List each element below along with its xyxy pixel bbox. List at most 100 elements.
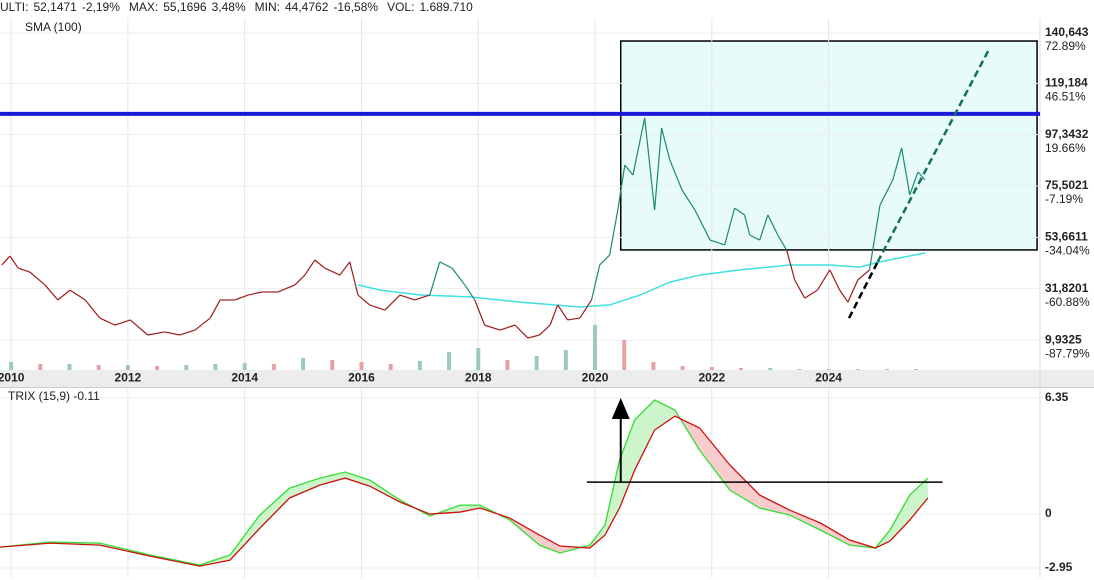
- price-segment: [829, 269, 841, 291]
- volume-bar: [855, 369, 860, 370]
- header-label: VOL:: [387, 0, 414, 14]
- price-segment: [567, 317, 580, 321]
- volume-bar: [826, 369, 831, 370]
- y2-tick-label: 19.66%: [1045, 141, 1086, 155]
- trix-fill: [539, 535, 560, 553]
- price-segment: [549, 304, 559, 326]
- price-segment: [114, 319, 131, 326]
- price-segment: [277, 284, 296, 293]
- price-segment: [539, 324, 551, 336]
- trix-fill: [259, 488, 290, 529]
- price-segment: [484, 324, 501, 331]
- header-change: -16,58%: [333, 0, 378, 14]
- y-tick-label: 6.35: [1045, 390, 1069, 404]
- price-segment: [339, 261, 351, 276]
- price-segment: [248, 291, 263, 296]
- price-segment: [304, 259, 316, 276]
- price-segment: [767, 214, 779, 236]
- volume-bar: [9, 362, 14, 370]
- volume-bar: [914, 369, 919, 370]
- y-tick-label: 31,8201: [1045, 281, 1089, 295]
- price-segment: [1, 255, 11, 266]
- volume-bar: [885, 369, 890, 370]
- price-segment: [439, 261, 453, 269]
- price-segment: [349, 261, 359, 296]
- y-tick-label: 119,184: [1045, 76, 1088, 90]
- price-segment: [624, 164, 634, 176]
- volume-bar: [505, 360, 510, 370]
- price-segment: [632, 117, 646, 176]
- trix-fill: [699, 428, 730, 491]
- y-tick-label: 75,5021: [1045, 178, 1089, 192]
- x-tick-label: 2018: [465, 371, 492, 385]
- price-segment: [451, 267, 466, 286]
- price-segment: [759, 214, 769, 241]
- arrow-head: [611, 398, 630, 420]
- price-segment: [734, 207, 745, 216]
- x-tick-label: 2022: [698, 371, 725, 385]
- price-segment: [617, 165, 626, 211]
- header-label: MAX:: [129, 0, 158, 14]
- price-segment: [892, 147, 903, 181]
- volume-bar: [651, 362, 656, 370]
- y2-tick-label: 72.89%: [1045, 39, 1086, 53]
- volume-bar: [476, 348, 481, 370]
- volume-bar: [96, 365, 101, 370]
- price-segment: [743, 214, 751, 236]
- price-segment: [399, 294, 415, 301]
- y-tick-label: -2.95: [1045, 560, 1073, 574]
- price-segment: [609, 209, 619, 256]
- price-segment: [785, 249, 796, 281]
- y-tick-label: 97,3432: [1045, 127, 1089, 141]
- price-segment: [749, 234, 760, 241]
- header-label: MIN:: [255, 0, 280, 14]
- y2-tick-label: 46.51%: [1045, 90, 1086, 104]
- price-segment: [234, 294, 249, 301]
- x-tick-label: 2024: [815, 371, 842, 385]
- trend-line: [876, 47, 991, 263]
- price-segment: [499, 324, 516, 331]
- trix-line: [0, 399, 929, 566]
- trix-fill: [654, 400, 676, 431]
- volume-bar: [739, 368, 744, 370]
- price-segment: [654, 127, 663, 211]
- volume-bar: [447, 352, 452, 370]
- volume-bar: [680, 366, 685, 370]
- x-tick-label: 2016: [348, 371, 375, 385]
- price-segment: [69, 289, 86, 301]
- trix-fill: [320, 472, 346, 486]
- header-change: 3,48%: [212, 0, 246, 14]
- price-segment: [879, 179, 894, 206]
- price-segment: [590, 264, 601, 301]
- header-value: 44,4762: [285, 0, 329, 14]
- trix-fill: [230, 514, 260, 561]
- header-label: ULTI:: [0, 0, 28, 14]
- price-segment: [414, 294, 430, 301]
- y-tick-label: 140,643: [1045, 25, 1089, 39]
- volume-bar: [768, 368, 773, 370]
- signal-line: [0, 415, 929, 567]
- price-segment: [179, 329, 196, 336]
- volume-bar: [388, 364, 393, 370]
- volume-bar: [563, 350, 568, 370]
- price-segment: [804, 289, 818, 299]
- price-segment: [57, 289, 71, 301]
- y2-tick-label: -60.88%: [1045, 295, 1090, 309]
- trix-fill: [634, 400, 655, 471]
- volume-bar: [593, 325, 598, 370]
- price-segment: [694, 209, 711, 241]
- panel-title: TRIX (15,9) -0.11: [8, 389, 100, 403]
- volume-bar: [709, 367, 714, 370]
- price-segment: [709, 239, 725, 246]
- price-segment: [194, 317, 211, 331]
- price-segment: [724, 207, 736, 246]
- trix-fill: [909, 478, 928, 521]
- price-segment: [129, 319, 149, 336]
- price-segment: [917, 171, 926, 181]
- price-segment: [514, 324, 529, 339]
- volume-bar: [359, 362, 364, 370]
- header-value: 55,1696: [163, 0, 207, 14]
- price-segment: [794, 279, 806, 299]
- volume-bar: [125, 365, 130, 370]
